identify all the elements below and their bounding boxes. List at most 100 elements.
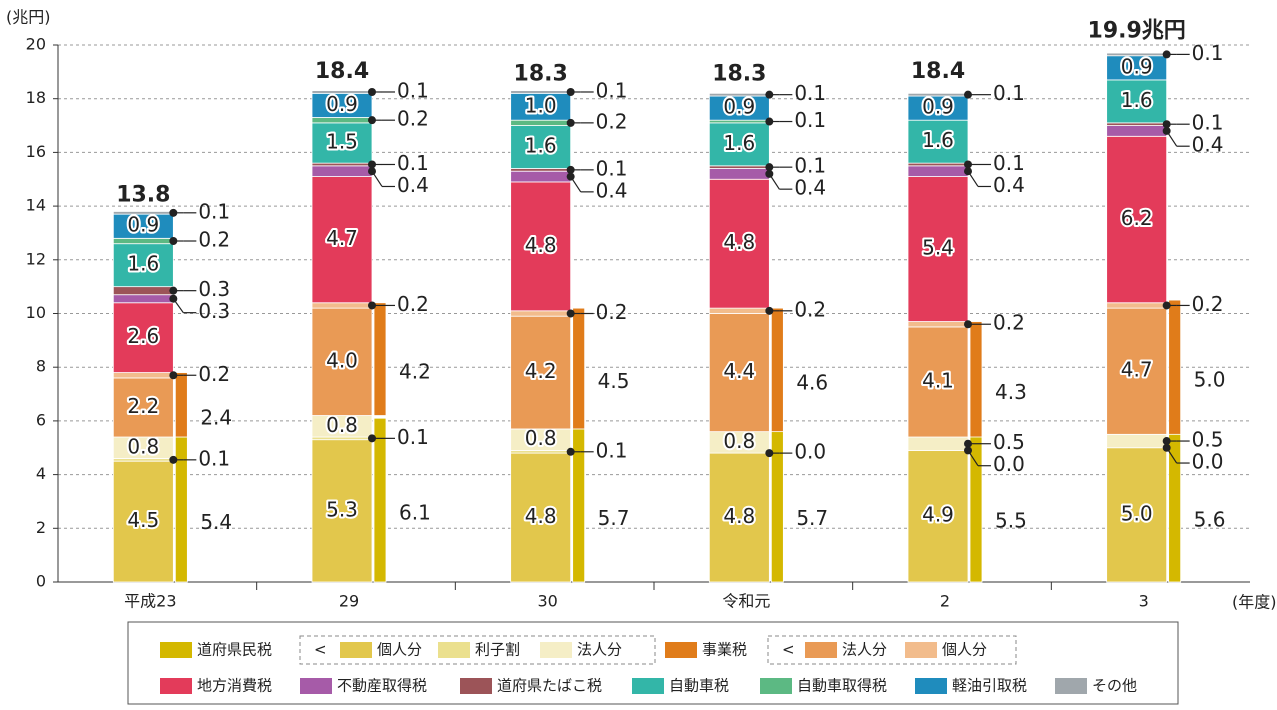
segment-label: 0.9 <box>1121 54 1153 78</box>
bar-segment <box>1106 79 1168 124</box>
callout-dot <box>169 294 178 303</box>
y-tick-label: 14 <box>26 196 46 215</box>
legend-swatch <box>665 642 697 658</box>
callout-dot <box>765 90 774 99</box>
bar-segment <box>708 119 770 124</box>
legend-label: 法人分 <box>842 641 887 659</box>
legend-swatch <box>1055 678 1087 694</box>
segment-label: 1.5 <box>326 130 358 154</box>
callout-label: 0.1 <box>596 156 628 180</box>
callout-label: 0.2 <box>596 109 628 133</box>
total-label: 18.3 <box>514 62 568 87</box>
bar-segment <box>907 92 969 97</box>
x-tick-label: 30 <box>537 592 557 611</box>
bar-segment <box>311 439 373 583</box>
bar-segment <box>907 119 969 164</box>
legend-swatch <box>460 678 492 694</box>
segment-label: 4.0 <box>326 348 358 372</box>
bar-segment <box>510 92 572 121</box>
segment-label: 5.3 <box>326 497 358 521</box>
callout-dot <box>1162 301 1171 310</box>
bar-segment <box>1106 447 1168 583</box>
bar-segment <box>708 452 770 583</box>
bar-segment <box>708 313 770 433</box>
callout-label: 0.1 <box>397 151 429 175</box>
group-bar <box>373 302 387 416</box>
bar-segment <box>907 176 969 322</box>
callout-dot <box>1162 120 1171 129</box>
legend-swatch <box>540 642 572 658</box>
bar-segment <box>708 92 770 97</box>
callout-label: 0.1 <box>794 108 826 132</box>
segment-label: 4.8 <box>525 504 557 528</box>
bar-segment <box>1106 302 1168 309</box>
segment-label: 4.8 <box>723 504 755 528</box>
callout-label: 0.3 <box>198 277 230 301</box>
segment-label: 0.8 <box>127 434 159 458</box>
bar-segment <box>1106 122 1168 126</box>
group-label: 5.5 <box>995 509 1027 533</box>
x-tick-label: 2 <box>940 592 950 611</box>
segment-label: 4.7 <box>326 226 358 250</box>
segment-label: 1.6 <box>922 128 954 152</box>
bar-segment <box>1106 135 1168 304</box>
bar-segment <box>907 450 969 583</box>
legend-swatch <box>340 642 372 658</box>
segment-label: 5.0 <box>1121 501 1153 525</box>
bar-segment <box>510 119 572 126</box>
callout-dot <box>368 87 376 96</box>
x-tick-label: 3 <box>1139 592 1149 611</box>
y-tick-label: 2 <box>36 518 46 537</box>
segment-label: 0.9 <box>326 92 358 116</box>
bar-segment <box>708 178 770 309</box>
legend-bracket-mark: < <box>314 641 327 659</box>
bar-segment <box>708 307 770 314</box>
callout-dot <box>964 446 972 455</box>
callout-dot <box>169 371 178 380</box>
segment-label: 0.8 <box>525 426 557 450</box>
callout-dot <box>368 301 376 310</box>
group-bar <box>969 321 983 438</box>
bar-segment <box>112 286 174 296</box>
segment-label: 2.2 <box>127 394 159 418</box>
callout-label: 0.2 <box>198 362 230 386</box>
callout-dot <box>368 160 376 169</box>
group-label: 4.2 <box>399 360 431 384</box>
callout-label: 0.2 <box>198 228 230 252</box>
group-bar <box>770 307 784 433</box>
segment-label: 6.2 <box>1121 206 1153 230</box>
bar-segment <box>708 168 770 180</box>
bar-segment <box>907 326 969 438</box>
legend-swatch <box>915 678 947 694</box>
callout-dot <box>368 116 376 125</box>
bar-segment <box>1106 55 1168 81</box>
group-label: 4.5 <box>598 369 630 393</box>
total-label: 18.3 <box>712 62 766 87</box>
callout-dot <box>368 434 376 443</box>
segment-label: 1.6 <box>525 134 557 158</box>
callout-dot <box>566 172 575 181</box>
bar-segment <box>1106 433 1168 449</box>
callout-dot <box>566 309 575 318</box>
bar-segment <box>112 302 174 373</box>
bar-segment <box>510 168 572 172</box>
callout-dot <box>169 237 178 246</box>
total-label: 13.8 <box>116 182 170 207</box>
callout-dot <box>169 455 178 464</box>
y-tick-label: 0 <box>36 572 46 591</box>
segment-label: 4.2 <box>525 359 557 383</box>
bar-segment <box>311 165 373 177</box>
x-tick-label: 29 <box>339 592 359 611</box>
callout-dot <box>765 117 774 126</box>
legend-swatch <box>905 642 937 658</box>
group-bar <box>572 307 586 430</box>
callout-dot <box>566 118 575 127</box>
legend-label: 個人分 <box>942 641 987 659</box>
callout-label: 0.1 <box>794 154 826 178</box>
callout-label: 0.2 <box>397 107 429 131</box>
callout-dot <box>964 320 972 329</box>
bar-segment <box>311 176 373 304</box>
y-tick-label: 18 <box>26 88 46 107</box>
bar-segment <box>112 377 174 438</box>
